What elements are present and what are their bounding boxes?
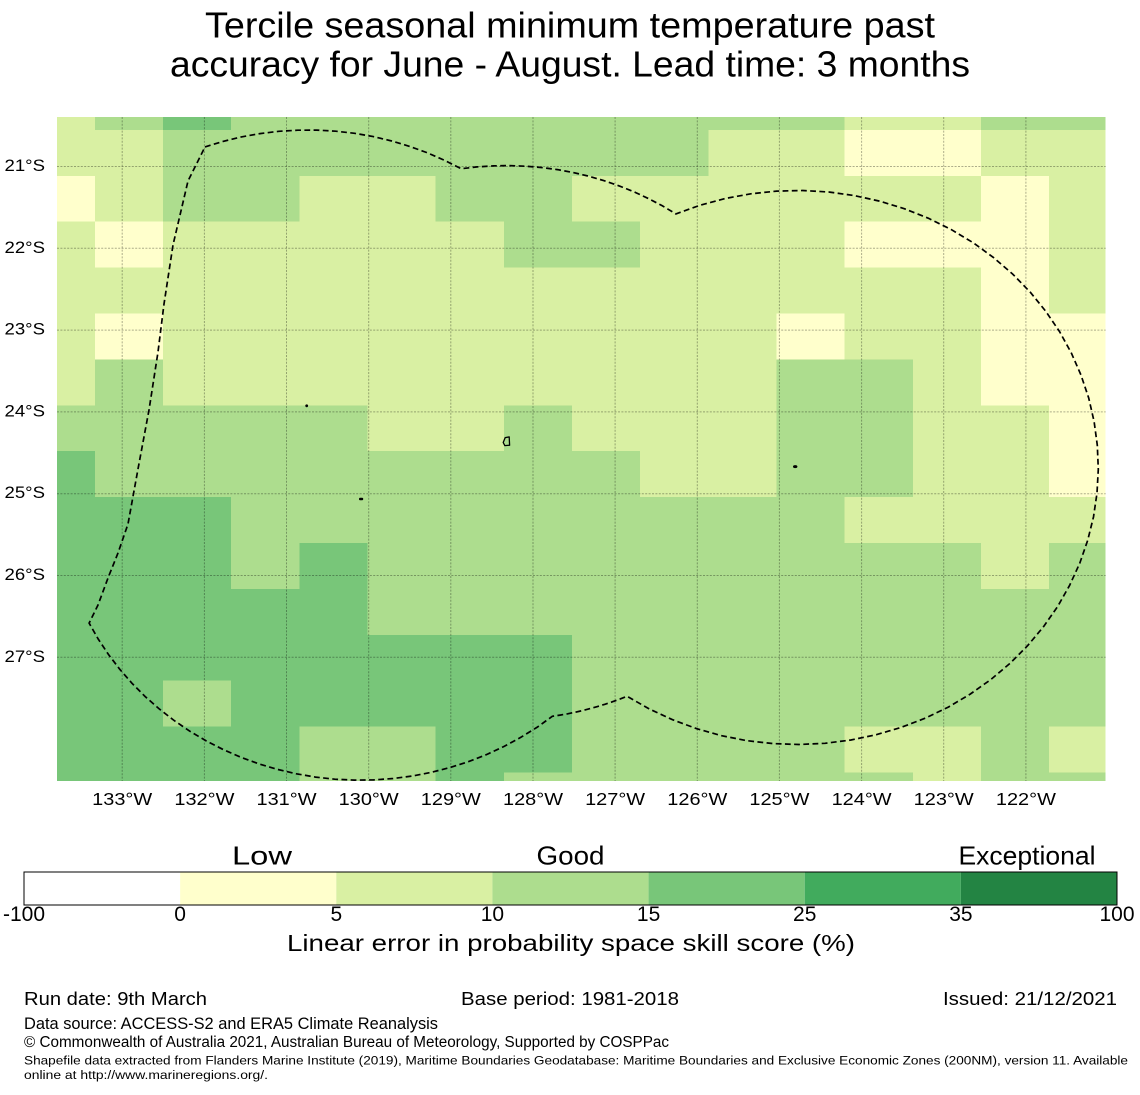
svg-text:21°S: 21°S [5,156,46,175]
svg-text:26°S: 26°S [5,565,46,584]
svg-text:27°S: 27°S [5,647,46,666]
svg-text:Good: Good [537,841,605,871]
svg-text:Run date: 9th March: Run date: 9th March [24,989,207,1009]
svg-text:23°S: 23°S [5,320,46,339]
svg-text:5: 5 [330,903,342,926]
svg-text:0: 0 [174,903,186,926]
svg-text:129°W: 129°W [421,789,482,809]
svg-text:128°W: 128°W [503,789,564,809]
svg-text:Data source: ACCESS-S2 and ERA: Data source: ACCESS-S2 and ERA5 Climate … [24,1014,438,1033]
svg-text:10: 10 [481,903,504,926]
svg-text:131°W: 131°W [257,789,318,809]
svg-text:24°S: 24°S [5,401,46,420]
svg-text:130°W: 130°W [339,789,400,809]
svg-text:25: 25 [793,903,816,926]
svg-text:Low: Low [232,841,292,871]
svg-text:accuracy for June - August. Le: accuracy for June - August. Lead time: 3… [170,44,970,85]
svg-text:Shapefile data extracted from: Shapefile data extracted from Flanders M… [24,1054,1128,1068]
svg-text:Issued: 21/12/2021: Issued: 21/12/2021 [943,989,1117,1009]
svg-text:-100: -100 [3,903,45,926]
svg-text:132°W: 132°W [174,789,235,809]
svg-text:© Commonwealth of Australia 20: © Commonwealth of Australia 2021, Austra… [24,1034,669,1051]
svg-text:133°W: 133°W [92,789,153,809]
svg-text:online at http://www.marinereg: online at http://www.marineregions.org/. [24,1068,268,1082]
svg-text:127°W: 127°W [585,789,646,809]
svg-text:25°S: 25°S [5,483,46,502]
svg-text:22°S: 22°S [5,238,46,257]
svg-text:15: 15 [637,903,660,926]
svg-text:Base period: 1981-2018: Base period: 1981-2018 [461,989,679,1009]
svg-text:Exceptional: Exceptional [959,841,1096,871]
svg-text:123°W: 123°W [914,789,975,809]
svg-text:Linear error in probability sp: Linear error in probability space skill … [287,930,855,956]
svg-text:122°W: 122°W [996,789,1057,809]
svg-text:124°W: 124°W [832,789,893,809]
svg-text:Tercile seasonal minimum tempe: Tercile seasonal minimum temperature pas… [205,5,935,46]
svg-text:100: 100 [1099,903,1134,926]
svg-text:35: 35 [949,903,972,926]
svg-text:126°W: 126°W [667,789,728,809]
svg-text:125°W: 125°W [749,789,810,809]
